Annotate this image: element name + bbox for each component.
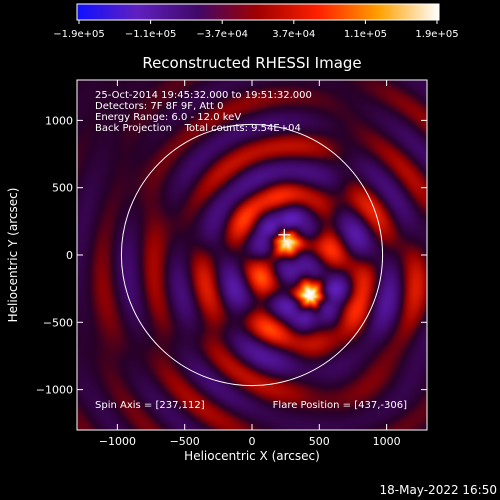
info-line-method: Back Projection Total counts: 9.54E+04 [95,123,301,134]
chart-title: Reconstructed RHESSI Image [142,54,361,72]
colorbar-tick-label: 3.7e+04 [272,29,315,40]
x-tick-label: 1000 [373,435,401,448]
y-tick-label: 500 [52,182,73,195]
y-axis-label: Heliocentric Y (arcsec) [6,188,20,323]
y-tick-label: −500 [43,316,73,329]
colorbar-tick-label: 1.9e+05 [415,29,458,40]
flare-position-label: Flare Position = [437,-306] [273,400,407,411]
x-tick-label: 0 [249,435,256,448]
x-axis: −1000 −500 0 500 1000 [99,80,401,448]
x-tick-label: 500 [309,435,330,448]
y-tick-label: 0 [66,249,73,262]
info-block: 25-Oct-2014 19:45:32.000 to 19:51:32.000… [95,90,312,134]
x-tick-label: −1000 [99,435,136,448]
y-axis: −1000 −500 0 500 1000 [36,114,427,397]
y-tick-label: 1000 [45,114,73,127]
info-line-time: 25-Oct-2014 19:45:32.000 to 19:51:32.000 [95,90,312,101]
info-line-detectors: Detectors: 7F 8F 9F, Att 0 [95,101,223,112]
colorbar-tick-label: −3.7e+04 [196,29,248,40]
spin-axis-label: Spin Axis = [237,112] [95,400,205,411]
colorbar-tick-label: −1.9e+05 [53,29,105,40]
info-line-energy: Energy Range: 6.0 - 12.0 keV [95,112,241,123]
colorbar-gradient [76,3,440,21]
y-tick-label: −1000 [36,384,73,397]
footer-timestamp: 18-May-2022 16:50 [380,483,497,497]
x-axis-label: Heliocentric X (arcsec) [184,449,320,463]
colorbar-tick-label: −1.1e+05 [125,29,177,40]
solar-limb-circle [120,123,384,387]
x-tick-label: −500 [170,435,200,448]
spin-axis-crosshair [278,228,291,241]
colorbar: −1.9e+05 −1.1e+05 −3.7e+04 3.7e+04 1.1e+05 1.… [53,3,459,40]
heatmap-image [77,80,427,430]
colorbar-tick-label: 1.1e+05 [344,29,387,40]
